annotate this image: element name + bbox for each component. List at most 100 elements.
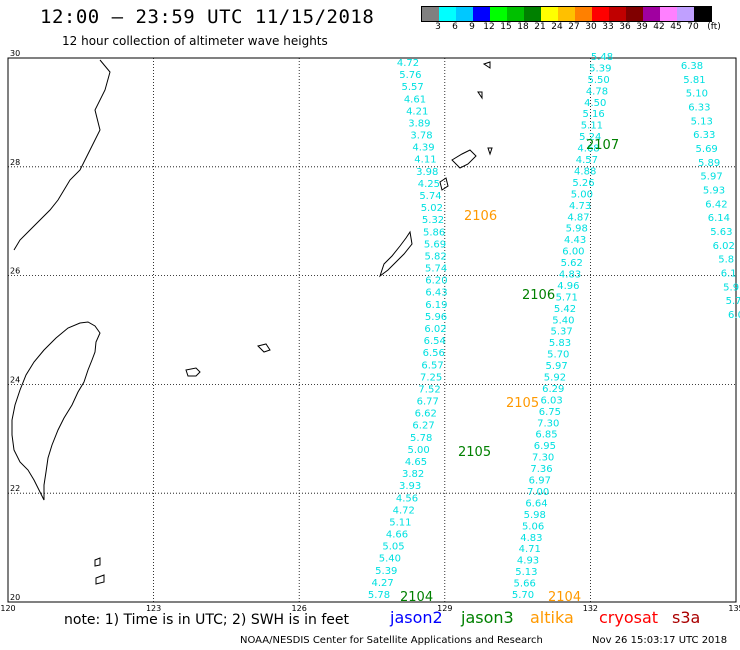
swh-value: 6.02 xyxy=(713,241,735,252)
legend-tick-label: 42 xyxy=(653,22,665,32)
swh-value: 7.00 xyxy=(527,487,549,498)
swh-value: 5.78 xyxy=(368,590,390,601)
swh-value: 5.70 xyxy=(512,590,534,601)
swh-value: 5.00 xyxy=(408,445,430,456)
swh-value: 5.39 xyxy=(589,63,611,74)
swh-value: 6.42 xyxy=(705,199,727,210)
swh-value: 4.88 xyxy=(574,166,596,177)
swh-value: 5.82 xyxy=(425,251,447,262)
legend-swatch xyxy=(694,7,711,21)
legend-swatch xyxy=(558,7,575,21)
swh-value: 4.96 xyxy=(557,281,579,292)
swh-value: 6.33 xyxy=(693,130,715,141)
island-small-5 xyxy=(487,147,493,156)
legend-tick-label: 3 xyxy=(435,22,441,32)
swh-value: 3.82 xyxy=(402,469,424,480)
swh-value: 5.24 xyxy=(579,132,601,143)
island-amami xyxy=(451,149,477,169)
swh-value: 5.62 xyxy=(561,258,583,269)
swh-value: 5.83 xyxy=(549,338,571,349)
legend-swatch xyxy=(456,7,473,21)
lat-tick-label: 22 xyxy=(10,484,20,493)
swh-value: 5.40 xyxy=(379,554,401,565)
island-small-2 xyxy=(95,574,105,585)
swh-value: 4.83 xyxy=(520,533,542,544)
swh-value: 3.89 xyxy=(408,118,430,129)
map-subtitle: 12 hour collection of altimeter wave hei… xyxy=(62,34,328,48)
legend-unit: (ft) xyxy=(707,22,721,32)
legend-tick-label: 27 xyxy=(568,22,580,32)
legend-tick-label: 70 xyxy=(687,22,699,32)
swh-value: 6.00 xyxy=(562,247,584,258)
swh-value: 6.43 xyxy=(425,288,447,299)
timestamp: Nov 26 15:03:17 UTC 2018 xyxy=(592,635,728,646)
swh-value: 5.32 xyxy=(422,215,444,226)
swh-value: 4.66 xyxy=(386,530,408,541)
swh-value: 5.13 xyxy=(515,567,537,578)
swh-value: 4.61 xyxy=(404,94,426,105)
legend-tick-label: 9 xyxy=(469,22,475,32)
map-title: 12:00 – 23:59 UTC 11/15/2018 xyxy=(40,6,375,28)
swh-value: 4.11 xyxy=(414,155,436,166)
satellite-label: altika xyxy=(530,608,574,627)
swh-value: 5.93 xyxy=(703,186,725,197)
swh-value: 4.93 xyxy=(517,556,539,567)
island-ishigaki xyxy=(185,367,201,377)
swh-value: 3.98 xyxy=(416,167,438,178)
legend-swatch xyxy=(643,7,660,21)
swh-value: 6.62 xyxy=(415,409,437,420)
island-small-4 xyxy=(477,91,483,100)
swh-value: 6.29 xyxy=(542,384,564,395)
legend-tick-label: 12 xyxy=(483,22,495,32)
legend-tick-label: 24 xyxy=(551,22,563,32)
swh-value: 6.85 xyxy=(535,430,557,441)
swh-value: 4.27 xyxy=(372,578,394,589)
map-frame xyxy=(7,57,737,603)
swh-value: 5.13 xyxy=(691,116,713,127)
swh-value: 5.63 xyxy=(710,227,732,238)
swh-value: 5.86 xyxy=(423,227,445,238)
swh-value: 5.97 xyxy=(700,172,722,183)
swh-value: 4.83 xyxy=(559,269,581,280)
legend-tick-label: 21 xyxy=(534,22,546,32)
swh-value: 6.14 xyxy=(708,213,730,224)
kyushu-coast xyxy=(13,59,111,251)
legend-swatch xyxy=(507,7,524,21)
lon-tick-label: 123 xyxy=(146,604,161,613)
swh-value: 4.73 xyxy=(569,201,591,212)
island-small-1 xyxy=(94,557,101,567)
lat-tick-label: 20 xyxy=(10,593,20,602)
swh-value: 6.27 xyxy=(412,421,434,432)
pass-id-label: 2105 xyxy=(458,445,491,460)
swh-value: 6.1 xyxy=(721,269,737,280)
swh-value: 4.87 xyxy=(567,212,589,223)
swh-value: 6.20 xyxy=(425,276,447,287)
swh-value: 5.74 xyxy=(425,264,447,275)
swh-value: 6.02 xyxy=(424,324,446,335)
swh-value: 5.39 xyxy=(375,566,397,577)
lat-tick-label: 30 xyxy=(10,49,20,58)
legend-tick-label: 30 xyxy=(585,22,597,32)
coastline xyxy=(11,59,493,585)
satellite-label: cryosat xyxy=(599,608,659,627)
swh-value: 3.93 xyxy=(399,481,421,492)
lat-tick-label: 28 xyxy=(10,158,20,167)
swh-value: 6.77 xyxy=(417,397,439,408)
island-okinawa xyxy=(379,230,413,278)
swh-value: 5.50 xyxy=(588,75,610,86)
taiwan-coastline xyxy=(11,321,101,501)
legend-swatch xyxy=(490,7,507,21)
swh-value: 6.54 xyxy=(424,336,446,347)
swh-value: 6.0 xyxy=(728,310,740,321)
pass-id-label: 2106 xyxy=(522,288,555,303)
axis-labels: 120 123 126 129 132 135 20 22 24 26 28 30 xyxy=(0,49,740,613)
swh-value: 4.71 xyxy=(519,544,541,555)
swh-value: 5.98 xyxy=(566,224,588,235)
color-legend-bar xyxy=(421,6,712,22)
swh-value: 4.43 xyxy=(564,235,586,246)
legend-swatch xyxy=(660,7,677,21)
swh-value: 5.11 xyxy=(581,121,603,132)
lon-tick-label: 132 xyxy=(583,604,598,613)
swh-value: 5.06 xyxy=(522,521,544,532)
